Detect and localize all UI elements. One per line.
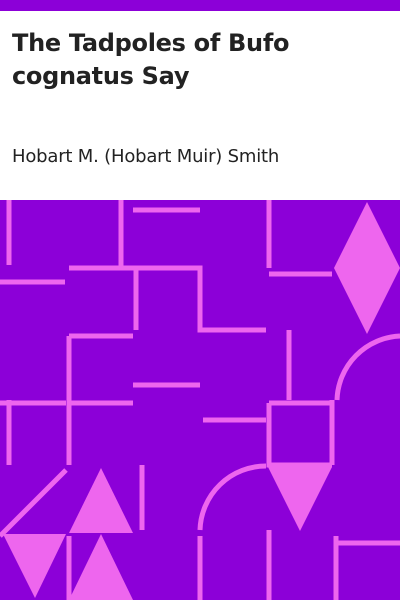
top-color-bar [0, 0, 400, 11]
triangle-up-shape [69, 468, 133, 533]
pattern-lines [0, 200, 400, 600]
pattern-shapes [3, 202, 400, 600]
cover-pattern [0, 200, 400, 600]
book-author: Hobart M. (Hobart Muir) Smith [12, 146, 280, 167]
diamond-shape [334, 202, 400, 334]
triangle-down-shape [268, 467, 332, 531]
triangle-down-shape [3, 534, 66, 598]
triangle-up-shape [69, 534, 133, 600]
book-title: The Tadpoles of Bufo cognatus Say [12, 29, 290, 90]
